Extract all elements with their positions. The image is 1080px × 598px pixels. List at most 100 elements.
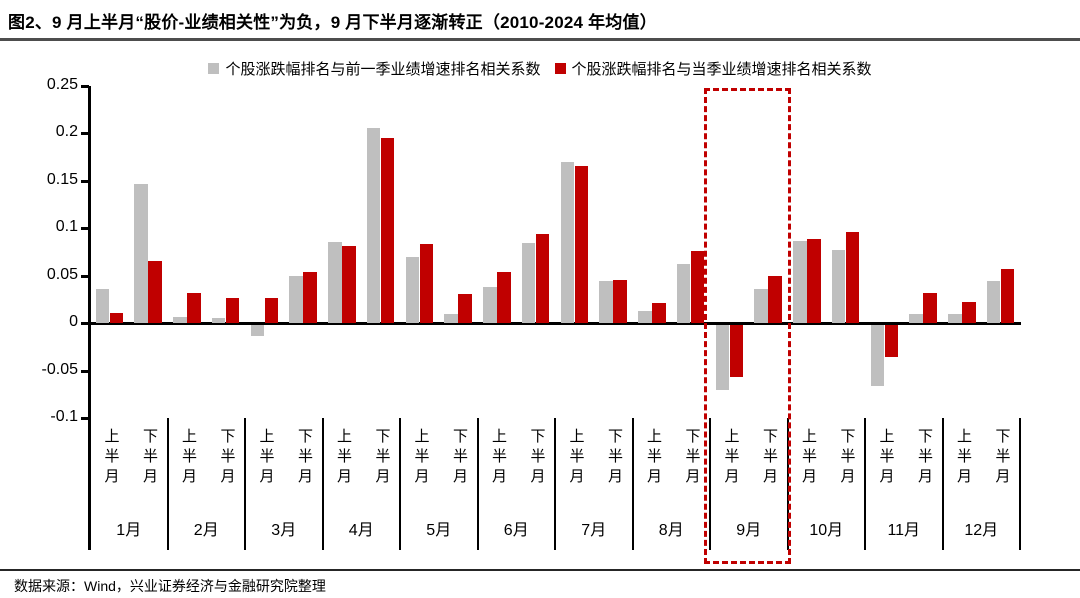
half-month-label: 下半月 [683,428,701,488]
bar-current-quarter-corr [264,298,278,323]
bar-prev-quarter-corr [250,325,264,337]
month-label: 6月 [503,522,529,539]
half-month-label: 上半月 [800,428,817,488]
month-separator [864,418,866,550]
month-label: 1月 [116,522,142,539]
legend-item-current-quarter: 个股涨跌幅排名与当季业绩增速排名相关系数 [554,58,872,79]
bar-current-quarter-corr [380,137,394,323]
month-separator [554,418,556,550]
bar-current-quarter-corr [497,271,511,323]
bar-current-quarter-corr [574,166,588,323]
bar-current-quarter-corr [613,280,627,323]
half-month-label: 下半月 [528,428,546,488]
bar-prev-quarter-corr [483,286,497,323]
bar-prev-quarter-corr [444,313,458,323]
bar-prev-quarter-corr [95,288,109,323]
bar-prev-quarter-corr [560,161,574,323]
bar-current-quarter-corr [768,275,782,323]
bar-current-quarter-corr [225,298,239,323]
highlight-box-september [704,88,791,564]
bar-prev-quarter-corr [366,128,380,323]
half-month-label: 下半月 [218,428,236,488]
bar-prev-quarter-corr [909,313,923,323]
y-tick-label: 0.2 [55,123,78,140]
half-month-label: 上半月 [567,428,585,488]
bar-prev-quarter-corr [134,184,148,323]
bar-prev-quarter-corr [289,276,303,323]
month-label: 2月 [193,522,219,539]
month-label: 8月 [658,522,684,539]
bar-prev-quarter-corr [405,257,419,323]
y-axis-tick [81,179,89,183]
bar-current-quarter-corr [884,325,898,358]
y-tick-label: 0.15 [46,170,78,188]
bar-current-quarter-corr [109,312,123,323]
bar-prev-quarter-corr [986,281,1000,323]
title-divider [0,38,1080,41]
half-month-label: 下半月 [296,428,313,488]
legend-swatch-gray [208,63,220,74]
month-separator [244,418,246,550]
month-separator [631,418,634,550]
bar-current-quarter-corr [342,246,356,323]
month-separator [786,418,789,550]
bar-current-quarter-corr [652,303,666,323]
half-month-label: 上半月 [722,428,740,488]
legend-item-prev-quarter: 个股涨跌幅排名与前一季业绩增速排名相关系数 [208,58,541,79]
half-month-label: 上半月 [645,428,662,488]
half-month-label: 下半月 [993,428,1011,488]
y-axis-tick [81,274,89,278]
half-month-label: 上半月 [877,428,895,488]
month-label: 7月 [581,522,607,539]
data-source: 数据来源：Wind，兴业证券经济与金融研究院整理 [14,578,326,594]
x-axis-line [88,322,1021,325]
chart-title: 图2、9 月上半月“股价-业绩相关性”为负，9 月下半月逐渐转正（2010-20… [8,13,657,32]
half-month-label: 上半月 [335,428,352,488]
month-separator [321,418,324,550]
half-month-label: 下半月 [373,428,391,488]
bar-current-quarter-corr [458,293,472,323]
month-label: 12月 [964,522,999,539]
bar-current-quarter-corr [148,261,162,323]
y-axis-tick [81,417,89,420]
bar-prev-quarter-corr [173,317,187,323]
bar-current-quarter-corr [845,231,859,323]
y-axis-tick [81,369,89,373]
half-month-label: 上半月 [955,428,972,488]
y-tick-label: -0.1 [50,408,78,425]
month-separator [709,418,711,550]
bar-prev-quarter-corr [715,325,729,390]
month-label: 9月 [736,522,762,539]
y-tick-label: 0.1 [55,218,78,235]
half-month-label: 下半月 [838,428,856,488]
month-label: 11月 [887,522,921,539]
y-axis-tick [81,227,89,230]
half-month-label: 上半月 [257,428,275,488]
month-label: 3月 [271,522,297,539]
bar-current-quarter-corr [303,271,317,323]
y-axis-tick [81,84,89,88]
bar-current-quarter-corr [923,292,937,323]
half-month-label: 下半月 [451,428,468,488]
bar-current-quarter-corr [729,325,743,378]
half-month-label: 上半月 [102,428,120,488]
bar-prev-quarter-corr [754,288,768,323]
bar-current-quarter-corr [187,292,201,323]
y-tick-label: 0.05 [46,265,78,283]
bar-prev-quarter-corr [328,242,342,323]
bar-prev-quarter-corr [521,243,535,323]
legend-label-prev-quarter: 个股涨跌幅排名与前一季业绩增速排名相关系数 [225,61,541,78]
bar-current-quarter-corr [1000,268,1014,323]
half-month-label: 上半月 [490,428,507,488]
legend-label-current-quarter: 个股涨跌幅排名与当季业绩增速排名相关系数 [571,61,872,78]
bar-prev-quarter-corr [831,249,845,323]
y-axis-tick [81,132,89,135]
month-separator [941,418,944,550]
bar-current-quarter-corr [535,233,549,323]
half-month-label: 下半月 [606,428,623,488]
footer-divider [0,569,1080,571]
bar-prev-quarter-corr [676,264,690,323]
month-separator [166,418,169,550]
